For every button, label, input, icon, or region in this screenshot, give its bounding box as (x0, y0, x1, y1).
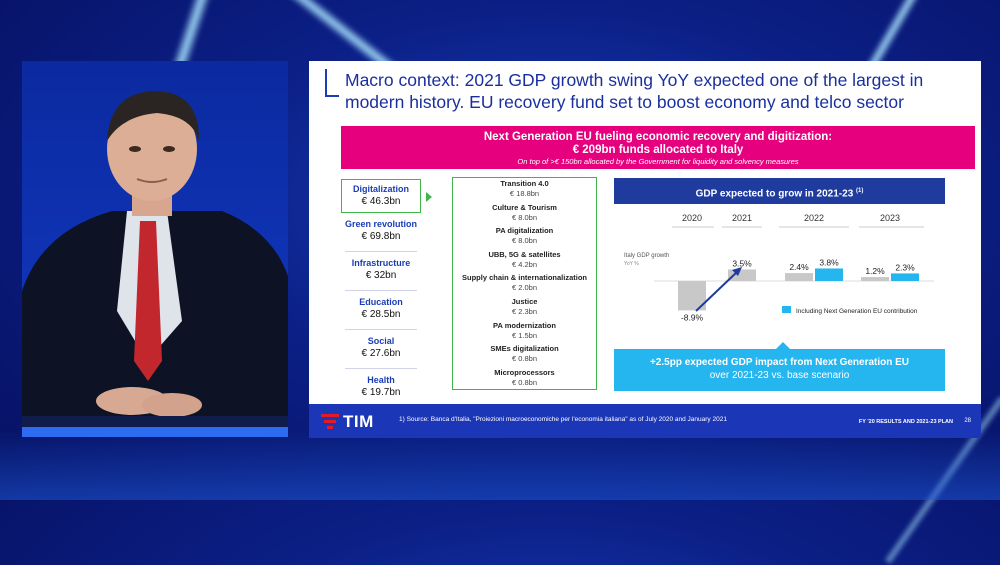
divider (345, 368, 417, 369)
list-item: Culture & Tourism € 8.0bn (453, 202, 596, 226)
bar-base (785, 273, 813, 281)
divider (345, 329, 417, 330)
title-corner-mark (325, 69, 339, 97)
list-item: Microprocessors € 0.8bn (453, 367, 596, 391)
data-label: 3.5% (732, 258, 752, 268)
list-item: Supply chain & internationalization € 2.0… (453, 272, 596, 296)
item-name: PA modernization (493, 320, 556, 330)
gdp-bar-chart: 2020 2021 2022 2023 Italy GDP growth YoY % -8.… (624, 213, 934, 322)
category-value: € 27.6bn (361, 348, 401, 359)
axis-unit-label: YoY % (624, 261, 639, 267)
data-label: 2.3% (895, 262, 915, 272)
banner-line-1: Next Generation EU fueling economic reco… (483, 131, 833, 143)
presentation-slide: Macro context: 2021 GDP growth swing YoY… (309, 61, 981, 438)
category-name: Infrastructure (351, 258, 411, 268)
item-name: SMEs digitalization (490, 344, 559, 354)
bar-base (861, 277, 889, 281)
impact-notch (775, 342, 791, 350)
list-item: PA modernization € 1.5bn (453, 320, 596, 344)
category-name: Green revolution (344, 219, 417, 229)
category-name: Digitalization (353, 184, 409, 194)
arrow-right-icon (426, 192, 432, 202)
item-name: Culture & Tourism (492, 202, 557, 212)
item-name: Justice (511, 296, 538, 306)
category-value: € 69.8bn (361, 231, 401, 242)
swing-arrow (695, 270, 739, 312)
item-value: € 0.8bn (511, 354, 538, 364)
item-name: Supply chain & internationalization (461, 273, 587, 283)
axis-label: Italy GDP growth (624, 253, 669, 259)
stage-floor (0, 430, 1000, 500)
speaker-illustration (22, 91, 288, 437)
category-health: Health € 19.7bn (341, 371, 421, 405)
item-value: € 18.8bn (509, 189, 540, 198)
banner-line-3: On top of >€ 150bn allocated by the Gove… (517, 157, 799, 166)
divider (345, 251, 417, 252)
list-item: Transition 4.0 € 18.8bn (453, 178, 596, 202)
tim-logo-mark-icon (321, 414, 339, 430)
list-item: UBB, 5G & satellites € 4.2bn (453, 249, 596, 273)
tim-logo-text: TIM (343, 412, 374, 431)
bar-base (728, 269, 756, 281)
item-value: € 2.3bn (511, 306, 538, 316)
page-number: 28 (964, 418, 971, 424)
item-name: Transition 4.0 (500, 179, 549, 188)
impact-line-2: over 2021-23 vs. base scenario (709, 370, 850, 381)
gdp-header-text: GDP expected to grow in 2021-23 (695, 188, 854, 200)
category-value: € 32bn (365, 270, 397, 281)
footnote: 1) Source: Banca d'Italia, "Proiezioni m… (399, 416, 727, 423)
data-label: -8.9% (681, 312, 704, 322)
list-item: Justice € 2.3bn (453, 296, 596, 320)
data-label: 3.8% (819, 257, 839, 267)
category-value: € 46.3bn (361, 196, 401, 207)
category-name: Social (367, 336, 395, 346)
tim-logo: TIM (321, 412, 374, 432)
slide-footer: TIM 1) Source: Banca d'Italia, "Proiezio… (309, 404, 981, 438)
item-name: Microprocessors (494, 367, 555, 377)
year-label: 2021 (732, 213, 752, 223)
category-digitalization: Digitalization € 46.3bn (341, 179, 421, 213)
item-value: € 8.0bn (511, 236, 538, 246)
impact-callout: +2.5pp expected GDP impact from Next Gen… (614, 349, 945, 391)
category-name: Health (367, 375, 395, 385)
divider (345, 290, 417, 291)
data-label: 2.4% (789, 262, 809, 272)
legend-label: Including Next Generation EU contributio… (796, 308, 918, 315)
list-item: PA digitalization € 8.0bn (453, 225, 596, 249)
banner-line-2: € 209bn funds allocated to Italy (572, 144, 744, 156)
data-label: 1.2% (865, 266, 885, 276)
swing-arrowhead-icon (732, 267, 742, 276)
item-value: € 8.0bn (511, 212, 538, 222)
gdp-chart-header: GDP expected to grow in 2021-23 (1) (614, 178, 945, 204)
category-education: Education € 28.5bn (341, 293, 421, 327)
category-list: Digitalization € 46.3bn Green revolution… (341, 179, 421, 407)
plan-label: FY '20 RESULTS AND 2021-23 PLAN (858, 419, 953, 425)
year-label: 2020 (682, 213, 702, 223)
category-name: Education (359, 297, 403, 307)
impact-line-1: +2.5pp expected GDP impact from Next Gen… (649, 357, 910, 368)
speaker-video (22, 61, 288, 437)
item-name: PA digitalization (495, 226, 554, 236)
item-name: UBB, 5G & satellites (488, 249, 561, 259)
category-infrastructure: Infrastructure € 32bn (341, 254, 421, 288)
funding-banner: Next Generation EU fueling economic reco… (341, 126, 975, 169)
list-item: SMEs digitalization € 0.8bn (453, 343, 596, 367)
category-value: € 28.5bn (361, 309, 401, 320)
speaker-lower-bar (22, 427, 288, 437)
item-value: € 4.2bn (511, 259, 538, 269)
year-label: 2022 (804, 213, 824, 223)
gdp-header-note: (1) (856, 188, 864, 194)
year-label: 2023 (880, 213, 900, 223)
item-value: € 2.0bn (511, 283, 538, 293)
category-green-revolution: Green revolution € 69.8bn (341, 215, 421, 249)
item-value: € 0.8bn (511, 377, 538, 387)
bar-ngeu (891, 273, 919, 281)
legend-swatch (782, 306, 791, 313)
bar-ngeu (815, 268, 843, 281)
digitalization-breakdown: Transition 4.0 € 18.8bn Culture & Tourism… (452, 177, 597, 390)
slide-title: Macro context: 2021 GDP growth swing YoY… (345, 70, 924, 112)
item-value: € 1.5bn (511, 330, 538, 340)
category-social: Social € 27.6bn (341, 332, 421, 366)
category-value: € 19.7bn (361, 387, 401, 398)
